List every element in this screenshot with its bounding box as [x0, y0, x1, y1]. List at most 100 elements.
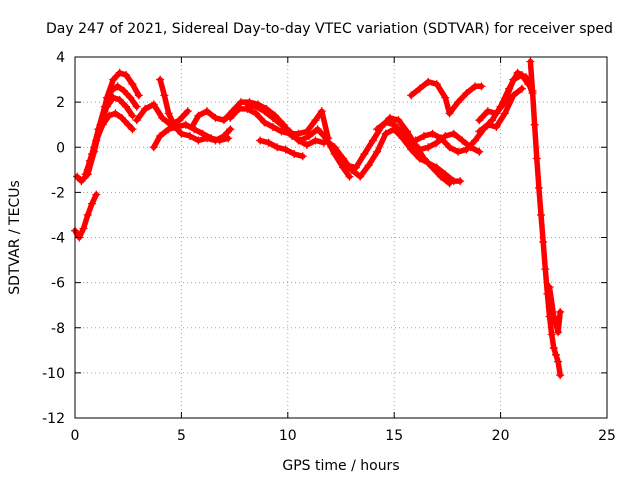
data-point [475, 127, 484, 136]
data-point [134, 91, 143, 100]
y-tick-label: 0 [56, 140, 65, 156]
series-arc-9 [188, 98, 354, 181]
y-tick-label: -4 [51, 231, 65, 247]
y-tick-label: -2 [51, 185, 65, 201]
data-point [92, 136, 101, 145]
data-point [445, 109, 454, 118]
data-point [345, 172, 354, 181]
data-point [124, 120, 133, 129]
data-point [415, 84, 424, 93]
data-point [483, 107, 492, 116]
data-point [311, 116, 320, 125]
data-point [356, 172, 365, 181]
data-point [164, 109, 173, 118]
data-point [445, 179, 454, 188]
data-point [175, 116, 184, 125]
data-point [432, 138, 441, 147]
data-point [194, 136, 203, 145]
data-point [373, 147, 382, 156]
series-line [336, 115, 453, 187]
data-point [281, 145, 290, 154]
data-point [385, 113, 394, 122]
data-point [128, 125, 137, 134]
data-point [556, 307, 565, 316]
data-point [462, 89, 471, 98]
x-tick-label: 20 [492, 428, 510, 444]
data-point [390, 120, 399, 129]
chart-title: Day 247 of 2021, Sidereal Day-to-day VTE… [46, 21, 613, 37]
data-point [81, 170, 90, 179]
data-point [517, 84, 526, 93]
data-point [85, 156, 94, 165]
y-tick-labels: -12 -10 -8 -6 -4 -2 0 2 4 [42, 50, 65, 427]
data-point [122, 102, 131, 111]
data-point [260, 107, 269, 116]
data-point [517, 71, 526, 80]
series-arc-18 [475, 71, 533, 125]
data-point [419, 131, 428, 140]
y-tick-label: 2 [56, 95, 65, 111]
y-tick-label: -8 [51, 321, 65, 337]
series-arc-12 [256, 136, 307, 161]
data-point [407, 140, 416, 149]
series-arc-20 [526, 57, 565, 380]
data-point [551, 350, 560, 359]
data-point [305, 131, 314, 140]
data-point [456, 177, 465, 186]
data-point [475, 147, 484, 156]
data-point [454, 147, 463, 156]
data-point [141, 104, 150, 113]
data-point [219, 116, 228, 125]
data-point [381, 118, 390, 127]
series-arc-15 [373, 118, 484, 156]
data-point [428, 129, 437, 138]
data-point [488, 116, 497, 125]
data-point [428, 163, 437, 172]
data-point [351, 163, 360, 172]
data-point [398, 129, 407, 138]
data-point [215, 136, 224, 145]
series-line [87, 110, 136, 164]
data-point [311, 136, 320, 145]
data-point [83, 210, 92, 219]
data-point [381, 129, 390, 138]
data-point [102, 102, 111, 111]
data-point [128, 111, 137, 120]
data-point [177, 129, 186, 138]
data-point [437, 172, 446, 181]
series-arc-14 [334, 113, 454, 188]
data-point [188, 122, 197, 131]
data-point [268, 113, 277, 122]
data-point [373, 125, 382, 134]
data-point [294, 136, 303, 145]
series-arc-4 [85, 109, 137, 165]
data-point [111, 109, 120, 118]
series-arc-11 [243, 100, 328, 149]
data-point [226, 113, 235, 122]
data-point [83, 165, 92, 174]
data-point [477, 82, 486, 91]
data-point [156, 131, 165, 140]
data-point [207, 134, 216, 143]
data-point [128, 80, 137, 89]
data-point [119, 86, 128, 95]
data-point [449, 129, 458, 138]
data-point [549, 344, 558, 353]
data-point [273, 143, 282, 152]
data-point [454, 98, 463, 107]
data-point [539, 238, 548, 247]
data-point [113, 82, 122, 91]
data-point [483, 120, 492, 129]
series-line [476, 85, 525, 135]
x-tick-labels: 0 5 10 15 20 25 [71, 428, 616, 444]
data-point [475, 116, 484, 125]
data-point [526, 57, 535, 66]
data-point [445, 143, 454, 152]
data-point [211, 113, 220, 122]
data-point [181, 120, 190, 129]
data-point [458, 136, 467, 145]
series-line [72, 191, 100, 241]
data-point [183, 107, 192, 116]
data-point [164, 125, 173, 134]
